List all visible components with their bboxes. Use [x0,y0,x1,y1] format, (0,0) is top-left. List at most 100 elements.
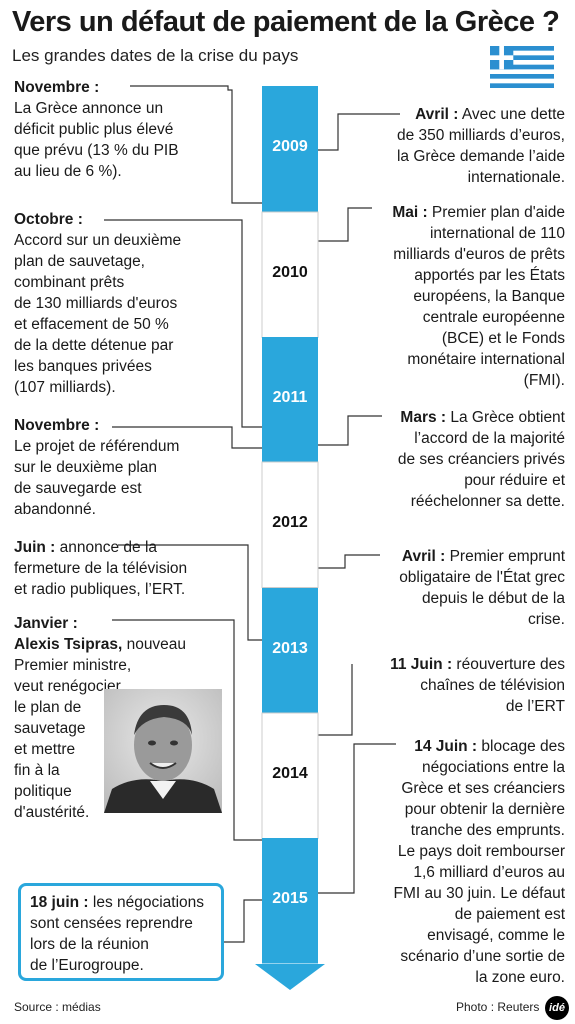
timeline-event-l-3: Juin : annonce de la fermeture de la télé… [14,539,188,598]
year-label: 2009 [272,138,308,155]
timeline-event-l-2: Novembre : Le projet de référendum sur le … [14,415,179,520]
connector-line [318,554,380,569]
timeline-event-l-1: Octobre : Accord sur un deuxième plan de s… [14,209,181,398]
event-text-line: de paiement est [454,906,565,923]
year-label: 2012 [272,514,308,531]
year-label: 2015 [272,890,308,907]
event-date: Janvier : [14,615,78,632]
event-date: Juin : [14,539,56,556]
event-text-line: chaînes de télévision [420,677,565,694]
event-text-line: de la dette détenue par [14,337,174,354]
event-text-line: combinant prêts [14,274,125,291]
event-date: 14 Juin : [414,738,478,755]
event-date: Avril : [401,548,446,565]
connector-line [112,619,262,841]
event-text-line: pour réduire et [464,472,565,489]
event-text-line: crise. [527,611,565,628]
event-text-line: milliards d'euros de prêts [393,246,565,263]
event-text-line: et mettre [14,741,76,758]
event-text-line: européens, la Banque [413,288,565,305]
event-text-line: Premier ministre, [14,657,132,674]
event-text-line: et effacement de 50 % [14,316,169,333]
event-text-line: tranche des emprunts. [410,822,565,839]
event-text-line: l’accord de la majorité [414,430,565,447]
event-text-line: la zone euro. [475,969,565,986]
page-title: Vers un défaut de paiement de la Grèce ? [12,6,560,38]
connector-line [318,207,372,242]
event-text-line: depuis le début de la [421,590,565,607]
year-label: 2014 [272,765,308,782]
timeline-event-l-4: Janvier : Alexis Tsipras, nouveau Premier … [14,615,187,821]
connector-line [112,426,262,449]
year-label: 2011 [272,389,308,406]
timeline-event-r-5: 14 Juin : blocage des négociations entre … [393,738,565,986]
event-text-line: Le pays doit rembourser [397,843,565,860]
event-text-line: les banques privées [14,358,152,375]
event-text-line: négociations entre la [421,759,565,776]
event-text-line: lors de la réunion [30,936,149,953]
event-date: Mars : [400,409,447,426]
event-text-line: de 350 milliards d’euros, [396,127,565,144]
event-text-line: monétaire international [407,351,565,368]
timeline-arrow [255,964,325,990]
year-label: 2010 [272,264,308,281]
event-text-line: au lieu de 6 %). [14,163,122,180]
highlight-box [18,883,224,981]
event-text-line: international de 110 [429,225,565,242]
event-text-line: le plan de [14,699,82,716]
connector-line [224,899,262,943]
event-text-line: déficit public plus élevé [14,121,174,138]
timeline-segment [262,337,318,463]
event-date: 11 Juin : [390,656,453,673]
event-text-line: que prévu (13 % du PIB [14,142,179,159]
timeline-segment [261,712,319,839]
event-text-line: de 130 milliards d'euros [14,295,178,312]
event-text-line: envisagé, comme le [427,927,565,944]
event-text-line: apportés par les États [414,267,565,284]
event-text-line: internationale. [467,169,565,186]
timeline-segment [261,461,319,588]
page-subtitle: Les grandes dates de la crise du pays [12,46,299,65]
event-text-line: Accord sur un deuxième [14,232,182,249]
event-text-line: (FMI). [523,372,565,389]
publisher-logo: idé [545,996,569,1020]
event-text-line: de l’Eurogroupe. [30,957,144,974]
timeline-segment [262,588,318,714]
event-text-line: veut renégocier [14,678,121,695]
event-text-line: (107 milliards). [14,379,116,396]
event-text-line: centrale européenne [422,309,565,326]
event-text-line: sauvetage [14,720,86,737]
event-text-line: de l’ERT [505,698,565,715]
event-date: 18 juin : [30,894,89,911]
event-date: Novembre : [14,79,100,96]
timeline-segment [262,838,318,964]
event-text-line: sont censées reprendre [30,915,193,932]
event-text-line: (BCE) et le Fonds [441,330,565,347]
timeline-event-r-3: Avril : Premier emprunt obligataire de l'… [399,548,565,628]
timeline-event-r-2: Mars : La Grèce obtient l’accord de la ma… [397,409,565,510]
connector-line [318,113,400,151]
timeline-segment [262,86,318,212]
event-text-line: plan de sauvetage, [14,253,145,270]
event-text-line: Grèce et ses créanciers [401,780,565,797]
timeline-event-l-0: Novembre : La Grèce annonce un déficit pub… [14,77,179,182]
event-text-line: abandonné. [14,501,96,518]
source-credit: Source : médias [14,1000,101,1014]
connector-line [104,219,262,428]
event-text-line: de ses créanciers privés [397,451,565,468]
photo-credit: Photo : Reuters [456,1000,540,1014]
year-label: 2013 [272,640,308,657]
greek-flag-icon [490,46,554,88]
connector-line [318,743,396,894]
event-date: Mai : [392,204,428,221]
event-text-line: pour obtenir la dernière [404,801,565,818]
timeline-event-l-5: 18 juin : les négociations sont censées r… [30,894,205,974]
event-text-line: fermeture de la télévision [14,560,188,577]
connector-line [130,85,262,204]
event-text-line: fin à la [14,762,60,779]
event-text-line: Le projet de référendum [14,438,180,455]
event-date: Novembre : [14,417,100,434]
connector-line [118,544,262,641]
event-text-line: rééchelonner sa dette. [410,493,565,510]
